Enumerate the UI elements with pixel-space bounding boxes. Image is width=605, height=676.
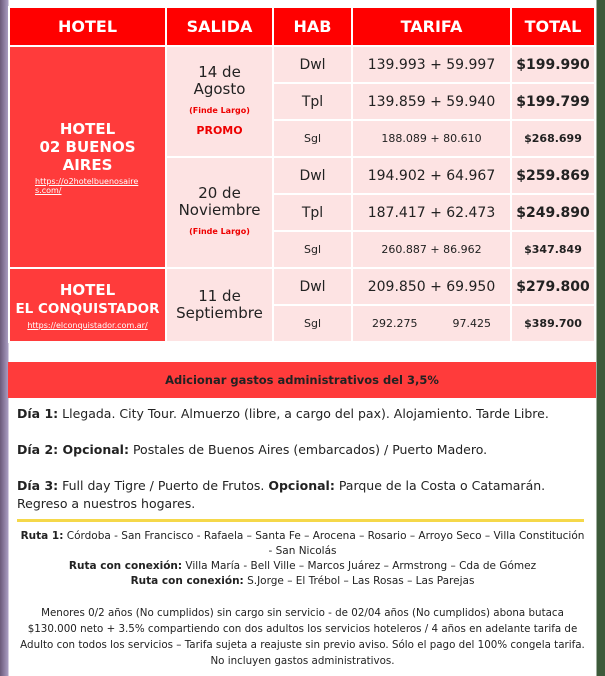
departure-date: 20 de Noviembre — [178, 184, 261, 219]
departure-cell: 11 de Septiembre — [165, 267, 274, 343]
hotel-name: HOTEL — [59, 119, 116, 138]
departure-cell: 20 de Noviembre (Finde Largo) — [165, 156, 274, 269]
route-text: S.Jorge – El Trébol – Las Rosas – Las Pa… — [243, 575, 475, 587]
route-label: Ruta 1: — [20, 530, 64, 542]
promo-label: PROMO — [196, 124, 243, 137]
header-hotel: HOTEL — [8, 6, 167, 47]
routes: Ruta 1: Córdoba - San Francisco - Rafael… — [20, 529, 585, 589]
day-label: Día 1: — [17, 406, 59, 421]
admin-fee-banner: Adicionar gastos administrativos del 3,5… — [8, 362, 596, 398]
table-row: Sgl 260.887 + 86.962 $347.849 — [9, 230, 596, 269]
day-label: Día 2: Opcional: — [17, 442, 129, 457]
rates-table: HOTEL SALIDA HAB TARIFA TOTAL HOTEL 02 BU… — [8, 6, 596, 343]
total-cell: $279.800 — [510, 267, 596, 306]
tarifa-cell: 187.417 + 62.473 — [351, 193, 512, 232]
total-cell: $389.700 — [510, 304, 596, 343]
day-text: Llegada. City Tour. Almuerzo (libre, a c… — [58, 406, 549, 421]
tarifa-cell: 260.887 + 86.962 — [351, 230, 512, 269]
itinerary-day-3: Día 3: Full day Tigre / Puerto de Frutos… — [17, 477, 577, 513]
day-text: Postales de Buenos Aires (embarcados) / … — [128, 442, 488, 457]
total-cell: $249.890 — [510, 193, 596, 232]
hab-cell: Sgl — [272, 230, 353, 269]
header-total: TOTAL — [510, 6, 596, 47]
table-row: Sgl 188.089 + 80.610 $268.699 — [9, 119, 596, 158]
tarifa-cell: 209.850 + 69.950 — [351, 267, 512, 306]
table-row: HOTEL 02 BUENOS AIRES https://o2hotelbueno… — [8, 45, 596, 269]
hotel-cell: HOTEL EL CONQUISTADOR https://elconquistad… — [8, 267, 167, 343]
total-cell: $268.699 — [510, 119, 596, 158]
day-text: Parque de la Costa o Catamarán. Regreso … — [17, 478, 546, 511]
day-text: Full day Tigre / Puerto de Frutos. — [58, 478, 269, 493]
hab-cell: Dwl — [272, 45, 353, 84]
total-cell: $199.990 — [510, 45, 596, 84]
hotel-name: 02 BUENOS AIRES — [39, 137, 136, 174]
hotel-name: HOTEL — [59, 280, 116, 299]
total-cell: $347.849 — [510, 230, 596, 269]
departure-cell: 14 de Agosto (Finde Largo) PROMO — [165, 45, 274, 158]
divider — [17, 519, 584, 522]
hab-cell: Sgl — [272, 119, 353, 158]
tarifa-cell: 194.902 + 64.967 — [351, 156, 512, 195]
table-row: 20 de Noviembre (Finde Largo) Dwl 194.902… — [9, 156, 596, 269]
departure-date: 11 de Septiembre — [176, 287, 263, 322]
departure-note: (Finde Largo) — [189, 106, 250, 115]
table-row: HOTEL EL CONQUISTADOR https://elconquistad… — [8, 267, 596, 343]
header-hab: HAB — [272, 6, 353, 47]
optional-label: Opcional: — [268, 478, 335, 493]
hotel-cell: HOTEL 02 BUENOS AIRES https://o2hotelbueno… — [8, 45, 167, 269]
total-cell: $259.869 — [510, 156, 596, 195]
table-header: HOTEL SALIDA HAB TARIFA TOTAL — [8, 6, 596, 47]
hotel-name: EL CONQUISTADOR — [15, 300, 160, 317]
departure-date: 14 de Agosto — [193, 63, 246, 98]
tarifa-cell: 292.275 97.425 — [351, 304, 512, 343]
conditions-note: Menores 0/2 años (No cumplidos) sin carg… — [20, 607, 585, 667]
itinerary-day-2: Día 2: Opcional: Postales de Buenos Aire… — [17, 442, 487, 457]
route-text: Córdoba - San Francisco - Rafaela – Sant… — [63, 530, 585, 557]
route-line: Ruta 1: Córdoba - San Francisco - Rafael… — [20, 529, 585, 559]
table-row: Tpl 187.417 + 62.473 $249.890 — [9, 193, 596, 232]
hotel-link[interactable]: https://elconquistador.com.ar/ — [27, 320, 148, 330]
header-salida: SALIDA — [165, 6, 274, 47]
itinerary-day-1: Día 1: Llegada. City Tour. Almuerzo (lib… — [17, 406, 549, 421]
hab-cell: Dwl — [272, 156, 353, 195]
hab-cell: Dwl — [272, 267, 353, 306]
hotel-link[interactable]: https://o2hotelbuenosaires.com/ — [35, 176, 139, 195]
route-label: Ruta con conexión: — [68, 560, 183, 572]
header-tarifa: TARIFA — [351, 6, 512, 47]
route-label: Ruta con conexión: — [130, 575, 244, 587]
tarifa-cell: 139.859 + 59.940 — [351, 82, 512, 121]
day-label: Día 3: — [17, 478, 59, 493]
departure-note: (Finde Largo) — [189, 227, 250, 236]
table-row: Sgl 292.275 97.425 $389.700 — [9, 304, 596, 343]
hab-cell: Tpl — [272, 193, 353, 232]
table-row: Tpl 139.859 + 59.940 $199.799 — [9, 82, 596, 121]
total-cell: $199.799 — [510, 82, 596, 121]
tarifa-cell: 139.993 + 59.997 — [351, 45, 512, 84]
route-line: Ruta con conexión: Villa María - Bell Vi… — [20, 559, 585, 574]
hab-cell: Sgl — [272, 304, 353, 343]
hab-cell: Tpl — [272, 82, 353, 121]
route-text: Villa María - Bell Ville – Marcos Juárez… — [182, 560, 537, 572]
route-line: Ruta con conexión: S.Jorge – El Trébol –… — [20, 574, 585, 589]
tarifa-cell: 188.089 + 80.610 — [351, 119, 512, 158]
